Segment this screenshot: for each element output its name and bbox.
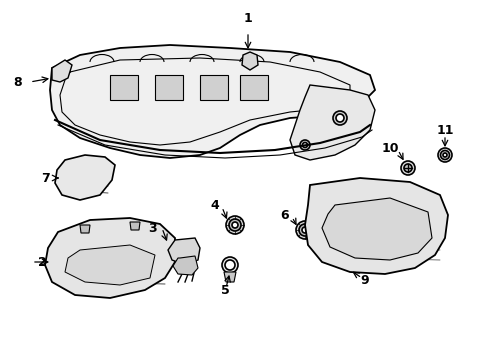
Ellipse shape (302, 227, 308, 233)
Polygon shape (242, 52, 258, 70)
Polygon shape (200, 75, 228, 100)
Polygon shape (290, 85, 375, 160)
Polygon shape (130, 222, 140, 230)
Ellipse shape (404, 164, 412, 172)
Ellipse shape (232, 222, 238, 228)
Text: 10: 10 (381, 141, 399, 154)
Text: 1: 1 (244, 12, 252, 24)
Text: 4: 4 (211, 198, 220, 212)
Ellipse shape (229, 219, 241, 231)
Ellipse shape (131, 224, 139, 229)
Ellipse shape (226, 216, 244, 234)
Ellipse shape (225, 260, 235, 270)
Ellipse shape (222, 257, 238, 273)
Ellipse shape (443, 153, 447, 157)
Polygon shape (50, 45, 375, 158)
Polygon shape (80, 225, 90, 233)
Polygon shape (322, 198, 432, 260)
Polygon shape (52, 60, 72, 82)
Text: 11: 11 (436, 123, 454, 136)
Ellipse shape (246, 56, 254, 64)
Ellipse shape (333, 111, 347, 125)
Polygon shape (173, 256, 198, 275)
Ellipse shape (401, 161, 415, 175)
Polygon shape (168, 238, 200, 265)
Ellipse shape (299, 224, 311, 236)
Polygon shape (224, 272, 236, 282)
Polygon shape (155, 75, 183, 100)
Ellipse shape (441, 150, 449, 159)
Polygon shape (110, 75, 138, 100)
Ellipse shape (438, 148, 452, 162)
Polygon shape (65, 245, 155, 285)
Text: 9: 9 (361, 274, 369, 287)
Ellipse shape (302, 143, 308, 148)
Text: 8: 8 (14, 76, 23, 89)
Text: 3: 3 (147, 221, 156, 234)
Text: 5: 5 (220, 284, 229, 297)
Ellipse shape (296, 221, 314, 239)
Polygon shape (45, 218, 175, 298)
Polygon shape (305, 178, 448, 274)
Ellipse shape (336, 114, 344, 122)
Ellipse shape (81, 226, 89, 231)
Polygon shape (240, 75, 268, 100)
Text: 2: 2 (38, 256, 47, 269)
Text: 7: 7 (41, 171, 49, 185)
Polygon shape (55, 155, 115, 200)
Ellipse shape (300, 140, 310, 150)
Text: 6: 6 (281, 208, 289, 221)
